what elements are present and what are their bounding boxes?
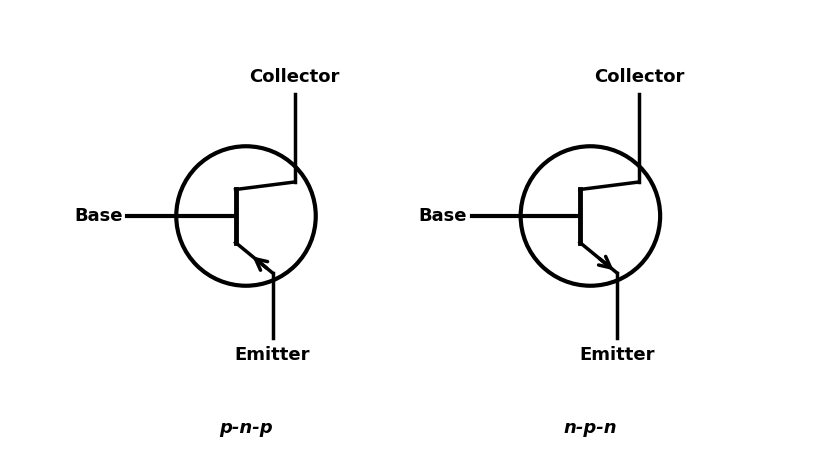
Text: Collector: Collector xyxy=(593,68,683,86)
Text: p-n-p: p-n-p xyxy=(219,419,273,437)
Text: Collector: Collector xyxy=(249,68,339,86)
Text: Emitter: Emitter xyxy=(578,346,654,364)
Text: n-p-n: n-p-n xyxy=(563,419,617,437)
Text: Base: Base xyxy=(418,207,466,225)
Text: Emitter: Emitter xyxy=(234,346,310,364)
Text: Base: Base xyxy=(74,207,122,225)
